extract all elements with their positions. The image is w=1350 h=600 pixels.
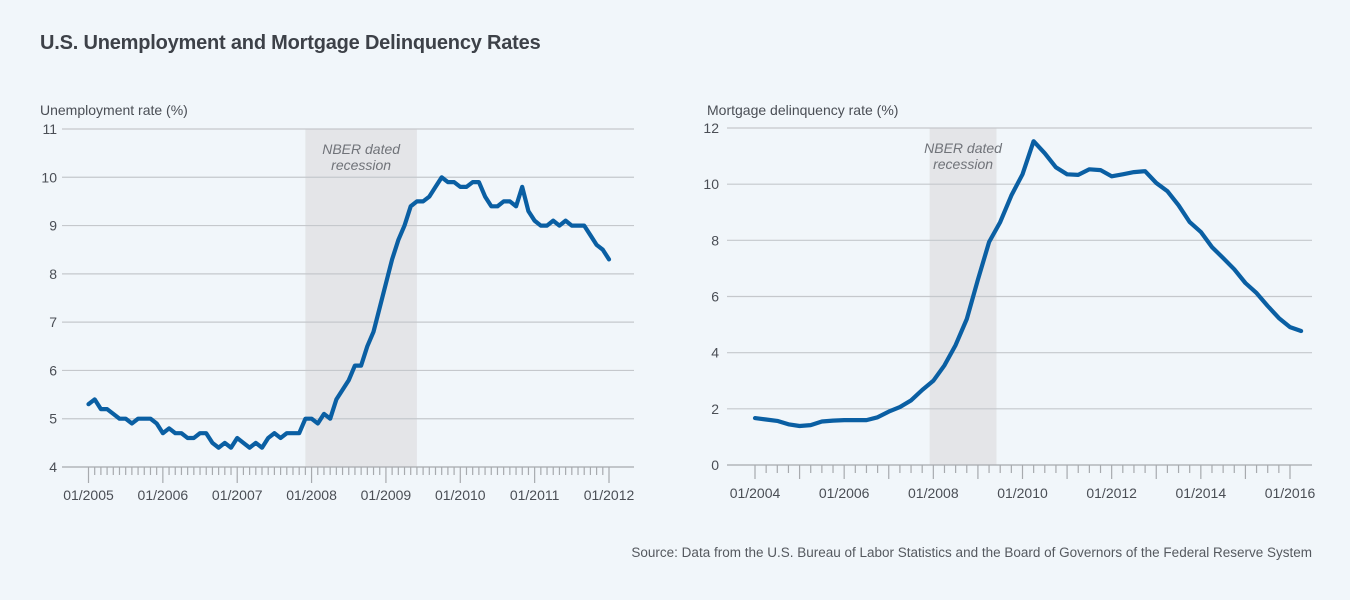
y-tick-label-4: 4 — [49, 459, 57, 475]
x-ticks: 01/2004 01/2006 01/2008 01/2010 01/2012 01/20… — [727, 464, 1316, 501]
x-tick-label-01-2010: 01/2010 — [435, 487, 486, 503]
x-tick-label-01-2005: 01/2005 — [63, 487, 114, 503]
y-tick-label-9: 9 — [49, 218, 57, 234]
y-axis-label: Unemployment rate (%) — [40, 102, 188, 118]
y-tick-labels: 0 2 4 6 8 10 12 — [703, 120, 719, 473]
y-tick-label-4: 4 — [711, 345, 719, 361]
source-note: Source: Data from the U.S. Bureau of Lab… — [631, 545, 1312, 560]
x-tick-label-01-2012: 01/2012 — [584, 487, 635, 503]
y-tick-label-8: 8 — [49, 266, 57, 282]
recession-label-line1: NBER dated — [322, 141, 401, 157]
x-tick-label-01-2011: 01/2011 — [510, 487, 560, 503]
x-tick-label-01-2012: 01/2012 — [1086, 485, 1137, 501]
y-tick-label-8: 8 — [711, 232, 719, 248]
recession-label-line2: recession — [331, 157, 391, 173]
x-tick-label-01-2016: 01/2016 — [1265, 485, 1316, 501]
x-ticks: 01/2005 01/2006 01/2007 01/2008 01/2009 01/20… — [62, 466, 635, 503]
y-gridlines — [62, 128, 634, 420]
unemployment-line — [86, 175, 612, 450]
y-tick-label-11: 11 — [42, 121, 57, 137]
x-tick-label-01-2007: 01/2007 — [212, 487, 263, 503]
y-gridlines — [727, 127, 1312, 410]
mortgage-delinquency-line — [752, 139, 1304, 429]
y-tick-label-6: 6 — [711, 289, 719, 305]
y-tick-label-10: 10 — [41, 169, 57, 185]
x-tick-label-01-2014: 01/2014 — [1176, 485, 1227, 501]
y-tick-label-5: 5 — [49, 411, 57, 427]
y-tick-label-10: 10 — [703, 176, 719, 192]
y-tick-label-6: 6 — [49, 362, 57, 378]
y-axis-label: Mortgage delinquency rate (%) — [707, 102, 898, 118]
x-tick-label-01-2006: 01/2006 — [819, 485, 870, 501]
recession-shading — [305, 129, 417, 467]
x-tick-label-01-2008: 01/2008 — [286, 487, 337, 503]
y-tick-label-2: 2 — [711, 401, 719, 417]
x-tick-label-01-2004: 01/2004 — [730, 485, 781, 501]
y-tick-label-12: 12 — [703, 120, 719, 136]
x-tick-label-01-2009: 01/2009 — [361, 487, 412, 503]
recession-label-line1: NBER dated — [924, 140, 1003, 156]
x-tick-label-01-2010: 01/2010 — [997, 485, 1048, 501]
x-tick-label-01-2006: 01/2006 — [138, 487, 189, 503]
figure-title: U.S. Unemployment and Mortgage Delinquen… — [40, 32, 541, 54]
y-tick-labels: 4 5 6 7 8 9 10 11 — [41, 121, 57, 475]
x-tick-label-01-2008: 01/2008 — [908, 485, 959, 501]
recession-label-line2: recession — [933, 156, 993, 172]
y-tick-label-0: 0 — [711, 457, 719, 473]
y-tick-label-7: 7 — [49, 314, 57, 330]
